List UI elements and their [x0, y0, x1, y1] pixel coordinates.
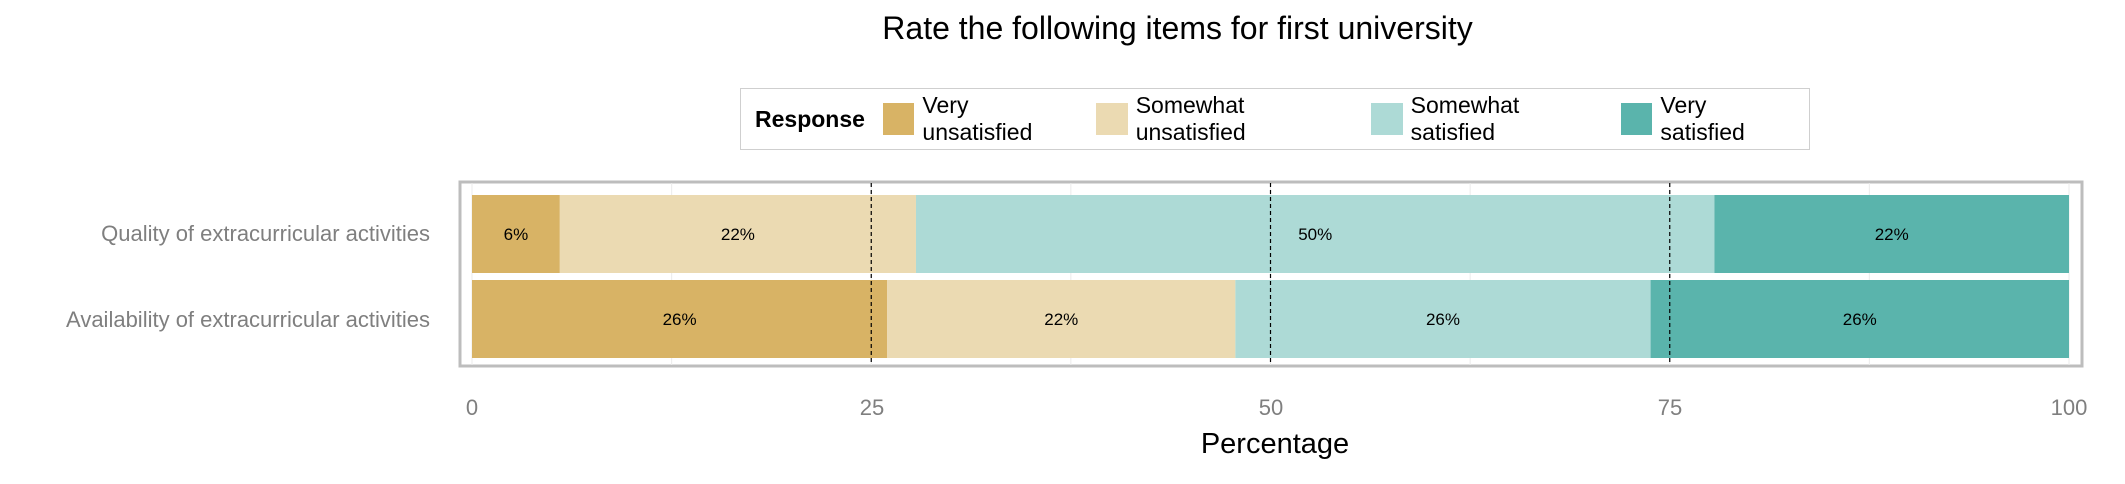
data-label: 22%	[721, 225, 755, 244]
legend-item-somewhat-unsatisfied: Somewhat unsatisfied	[1096, 92, 1357, 146]
bar-segment	[472, 280, 888, 358]
legend-swatch	[1620, 103, 1653, 135]
x-tick-label-0: 0	[465, 395, 479, 420]
legend-label: Somewhat unsatisfied	[1135, 92, 1246, 145]
bar-segment	[915, 195, 1715, 273]
bar-segment	[472, 195, 560, 273]
category-label-quality: Quality of extracurricular activities	[101, 221, 430, 246]
legend-item-very-unsatisfied: Very unsatisfied	[882, 92, 1082, 146]
data-label: 50%	[1298, 225, 1332, 244]
bar-segment	[1235, 280, 1651, 358]
x-tick-label-100: 100	[2050, 395, 2088, 420]
data-label: 26%	[1426, 310, 1460, 329]
data-label: 26%	[663, 310, 697, 329]
x-tick-label-25: 25	[859, 395, 885, 420]
x-tick-label-50: 50	[1258, 395, 1284, 420]
x-axis-label: Percentage	[1200, 428, 1350, 460]
bar-segment	[559, 195, 916, 273]
data-label: 26%	[1843, 310, 1877, 329]
legend-item-somewhat-satisfied: Somewhat satisfied	[1371, 92, 1607, 146]
data-label: 22%	[1875, 225, 1909, 244]
legend-swatch	[882, 103, 915, 135]
legend-label: Very unsatisfied	[922, 92, 1033, 145]
data-label: 22%	[1044, 310, 1078, 329]
legend-item-very-satisfied: Very satisfied	[1620, 92, 1795, 146]
x-tick-label-75: 75	[1657, 395, 1683, 420]
legend-swatch	[1371, 103, 1403, 135]
bar-segment	[1650, 280, 2069, 358]
bar-segment	[1714, 195, 2069, 273]
bar-segment	[887, 280, 1236, 358]
legend: Response Very unsatisfied Somewhat unsat…	[740, 88, 1810, 150]
panel-frame	[458, 180, 2084, 368]
legend-title: Response	[755, 105, 865, 132]
category-label-availability: Availability of extracurricular activiti…	[66, 307, 430, 332]
data-label: 6%	[504, 225, 529, 244]
legend-swatch	[1096, 103, 1128, 135]
legend-label: Very satisfied	[1660, 92, 1745, 145]
chart-title: Rate the following items for first unive…	[882, 10, 1473, 46]
legend-label: Somewhat satisfied	[1410, 92, 1520, 145]
